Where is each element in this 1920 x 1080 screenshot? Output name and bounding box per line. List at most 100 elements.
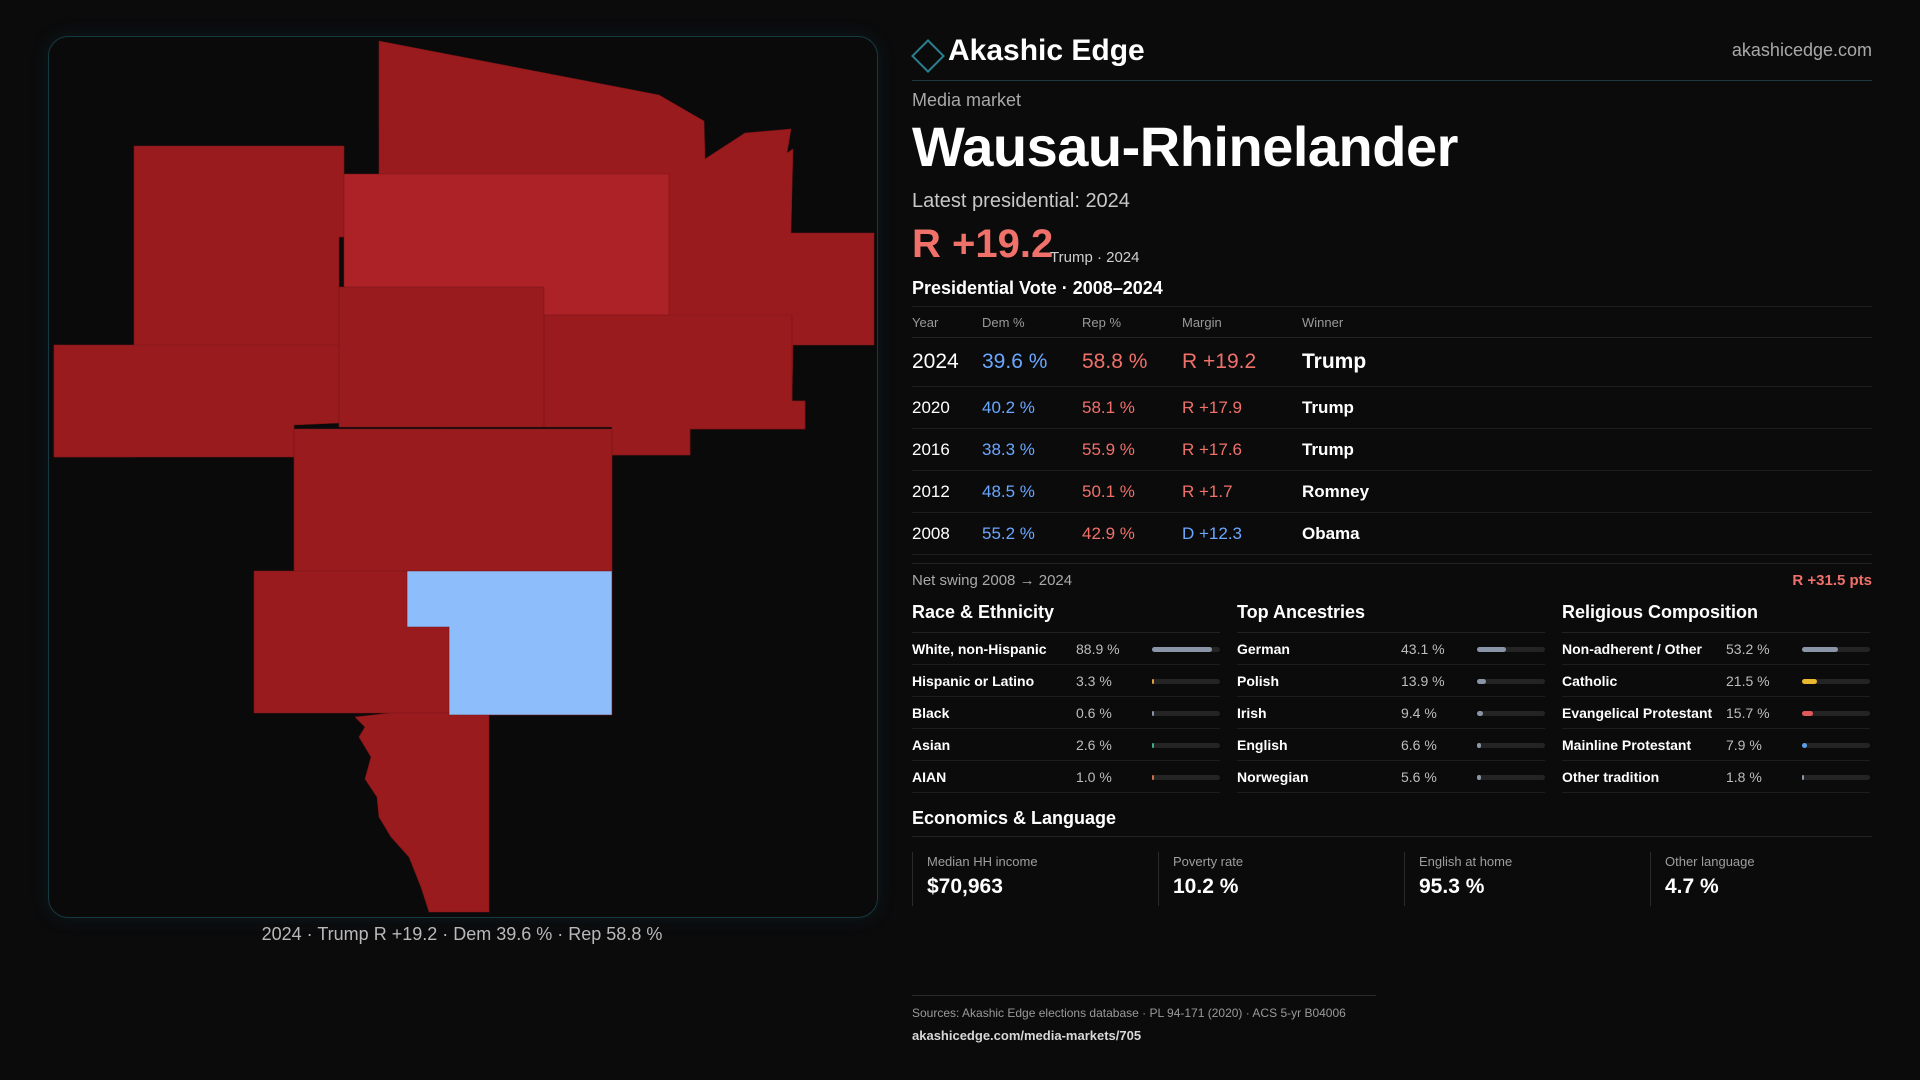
bar-fill xyxy=(1802,647,1839,652)
bar-fill xyxy=(1477,711,1484,716)
row-rep: 42.9 % xyxy=(1082,524,1135,543)
bar-fill xyxy=(1477,679,1487,684)
bar-fill xyxy=(1152,775,1154,780)
county-region[interactable] xyxy=(406,570,613,716)
list-item: Mainline Protestant 7.9 % xyxy=(1562,729,1870,761)
row-winner: Trump xyxy=(1302,398,1354,417)
item-label: Norwegian xyxy=(1237,769,1309,785)
county-region[interactable] xyxy=(293,428,613,572)
row-year: 2016 xyxy=(912,440,950,459)
item-label: Irish xyxy=(1237,705,1267,721)
vote-table: Year Dem % Rep % Margin Winner 2024 39.6… xyxy=(912,306,1872,555)
stat-card: Poverty rate 10.2 % xyxy=(1158,852,1243,906)
item-label: English xyxy=(1237,737,1288,753)
list-item: Evangelical Protestant 15.7 % xyxy=(1562,697,1870,729)
list-item: German 43.1 % xyxy=(1237,633,1545,665)
item-pct: 7.9 % xyxy=(1726,737,1762,753)
map-caption: 2024 · Trump R +19.2 · Dem 39.6 % · Rep … xyxy=(261,924,663,944)
header: Akashic Edge akashicedge.com xyxy=(911,30,1872,81)
stat-label: Poverty rate xyxy=(1173,854,1244,869)
bar-track xyxy=(1477,743,1545,748)
item-pct: 43.1 % xyxy=(1401,641,1445,657)
list-item: English 6.6 % xyxy=(1237,729,1545,761)
county-region[interactable] xyxy=(543,314,806,456)
row-winner: Obama xyxy=(1302,524,1360,543)
map-panel[interactable] xyxy=(48,36,878,918)
site-link[interactable]: akashicedge.com xyxy=(1731,40,1872,60)
bar-track xyxy=(1802,743,1870,748)
bar-fill xyxy=(1152,679,1155,684)
stat-value: 4.7 % xyxy=(1665,875,1719,898)
list-item: Polish 13.9 % xyxy=(1237,665,1545,697)
bar-fill xyxy=(1802,775,1804,780)
item-label: Asian xyxy=(912,737,951,753)
brand-name[interactable]: Akashic Edge xyxy=(948,34,1145,67)
row-year: 2008 xyxy=(912,524,950,543)
row-margin: R +19.2 xyxy=(1182,350,1257,373)
row-margin: D +12.3 xyxy=(1182,524,1243,543)
list-item: AIAN 1.0 % xyxy=(912,761,1220,793)
bar-fill xyxy=(1802,743,1808,748)
item-pct: 0.6 % xyxy=(1076,705,1112,721)
table-row: 2012 48.5 % 50.1 % R +1.7 Romney xyxy=(912,471,1872,513)
county-region[interactable] xyxy=(343,173,670,316)
header-margin: Margin xyxy=(1182,315,1222,330)
bar-fill xyxy=(1152,743,1154,748)
list-item: Catholic 21.5 % xyxy=(1562,665,1870,697)
county-map[interactable] xyxy=(49,37,877,917)
bar-track xyxy=(1152,743,1220,748)
row-winner: Trump xyxy=(1302,350,1367,373)
headline-margin-sub: Trump · 2024 xyxy=(1050,249,1140,266)
bar-fill xyxy=(1152,647,1213,652)
diamond-logo-icon xyxy=(911,39,945,73)
bar-track xyxy=(1802,647,1870,652)
bar-track xyxy=(1152,647,1220,652)
footer-url[interactable]: akashicedge.com/media-markets/705 xyxy=(912,1028,1142,1043)
stat-card: Median HH income $70,963 xyxy=(912,852,1038,906)
section-title: Race & Ethnicity xyxy=(912,602,1220,633)
bar-track xyxy=(1477,711,1545,716)
net-swing-value: R +31.5 pts xyxy=(1792,572,1872,589)
economics-title: Economics & Language xyxy=(912,808,1872,837)
item-label: Hispanic or Latino xyxy=(912,673,1035,689)
bar-track xyxy=(1802,679,1870,684)
item-pct: 3.3 % xyxy=(1076,673,1112,689)
item-pct: 88.9 % xyxy=(1076,641,1120,657)
list-item: Norwegian 5.6 % xyxy=(1237,761,1545,793)
bar-fill xyxy=(1477,647,1507,652)
table-row: 2024 39.6 % 58.8 % R +19.2 Trump xyxy=(912,338,1872,387)
bar-fill xyxy=(1802,679,1817,684)
item-label: White, non-Hispanic xyxy=(912,641,1047,657)
header-year: Year xyxy=(912,315,939,330)
section-title: Religious Composition xyxy=(1562,602,1870,633)
list-item: Non-adherent / Other 53.2 % xyxy=(1562,633,1870,665)
table-row: 2016 38.3 % 55.9 % R +17.6 Trump xyxy=(912,429,1872,471)
row-rep: 55.9 % xyxy=(1082,440,1135,459)
county-region[interactable] xyxy=(338,286,545,428)
bar-track xyxy=(1477,679,1545,684)
item-pct: 6.6 % xyxy=(1401,737,1437,753)
stat-label: Median HH income xyxy=(927,854,1038,869)
row-rep: 58.8 % xyxy=(1082,350,1148,373)
bar-fill xyxy=(1152,711,1154,716)
footer: Sources: Akashic Edge elections database… xyxy=(912,995,1376,1043)
item-pct: 13.9 % xyxy=(1401,673,1445,689)
header-dem: Dem % xyxy=(982,315,1025,330)
net-swing-label: Net swing 2008 → 2024 xyxy=(912,572,1073,589)
list-item: Other tradition 1.8 % xyxy=(1562,761,1870,793)
row-margin: R +1.7 xyxy=(1182,482,1233,501)
list-item: Irish 9.4 % xyxy=(1237,697,1545,729)
bar-track xyxy=(1152,679,1220,684)
bar-track xyxy=(1152,711,1220,716)
latest-presidential: Latest presidential: 2024 xyxy=(912,190,1130,212)
row-dem: 38.3 % xyxy=(982,440,1035,459)
item-label: Polish xyxy=(1237,673,1280,689)
kicker: Media market xyxy=(912,90,1022,110)
page-title: Wausau-Rhinelander xyxy=(912,115,1458,178)
stat-value: 95.3 % xyxy=(1419,875,1485,898)
table-row: 2008 55.2 % 42.9 % D +12.3 Obama xyxy=(912,513,1872,555)
ancestries-section: Top Ancestries German 43.1 % Polish 13.9… xyxy=(1237,602,1545,793)
list-item: White, non-Hispanic 88.9 % xyxy=(912,633,1220,665)
headline-margin: R +19.2 xyxy=(912,222,1054,266)
county-region[interactable] xyxy=(354,712,490,913)
